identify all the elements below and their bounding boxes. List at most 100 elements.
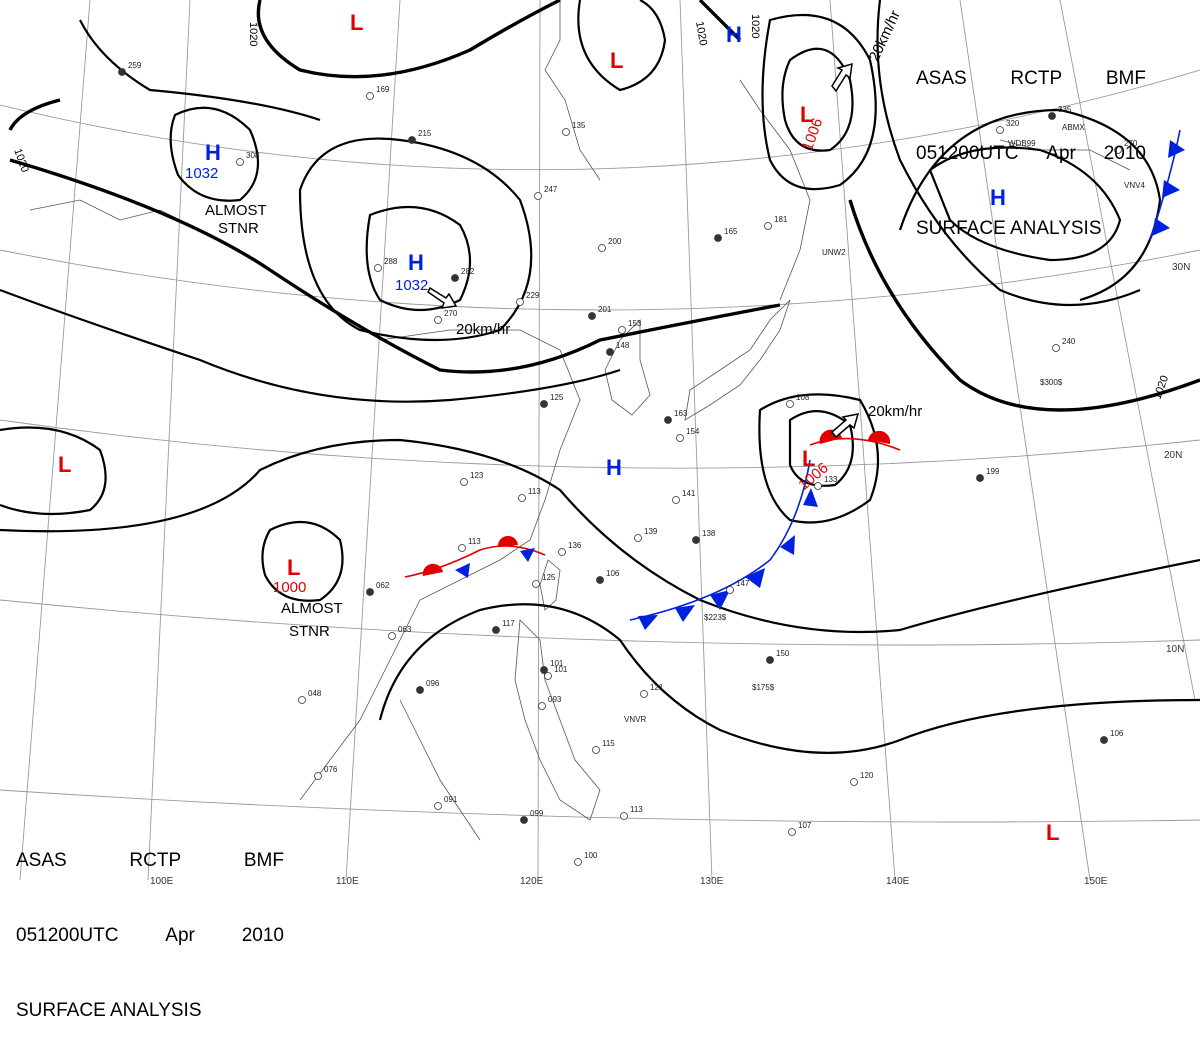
motion-label-front-low: 20km/hr	[868, 403, 922, 420]
station-marker	[786, 400, 794, 408]
lon-label-140e: 140E	[886, 876, 910, 887]
high-center-west-note-line1: ALMOST	[205, 202, 267, 219]
station-marker	[516, 298, 524, 306]
title-region: ASAS	[16, 850, 67, 871]
lat-label-20n: 20N	[1164, 450, 1182, 461]
station-marker	[618, 326, 626, 334]
station-marker	[996, 126, 1004, 134]
station-marker	[366, 92, 374, 100]
isobar-label-1020-north: 1020	[247, 22, 259, 46]
station-code-vnv4: VNV4	[1124, 181, 1145, 190]
low-center-west-letter: L	[58, 452, 71, 477]
isobar-1020-d	[8, 98, 61, 131]
station-pressure-value: 125	[542, 573, 556, 582]
lat-label-30n: 30N	[1172, 262, 1190, 273]
title-type: SURFACE ANALYSIS	[16, 1000, 202, 1021]
station-pressure-value: 107	[798, 821, 812, 830]
coast-inland-west	[29, 199, 201, 231]
isobar-high-center-inner	[365, 205, 472, 312]
title-month: Apr	[1046, 143, 1076, 164]
low-center-top-letter: L	[610, 48, 623, 73]
title-issuer: RCTP	[129, 850, 182, 871]
surface-analysis-map: 110E 120E 130E 140E 150E 100E 30N 20N 10…	[0, 0, 1200, 887]
fronts	[404, 129, 1185, 630]
station-marker	[664, 416, 672, 424]
station-marker	[788, 828, 796, 836]
coast-sakhalin	[739, 79, 811, 301]
station-code-abmx: ABMX	[1062, 123, 1085, 132]
station-pressure-value: 115	[602, 739, 615, 748]
station-marker	[374, 264, 382, 272]
high-center-east-letter: H	[990, 185, 1006, 210]
lon-label-110e: 110E	[336, 876, 359, 887]
station-marker	[314, 772, 322, 780]
station-pressure-value: 240	[1062, 337, 1076, 346]
title-month: Apr	[165, 925, 195, 946]
low-center-front-letter: L	[802, 446, 815, 471]
motion-arrow-front-low	[830, 413, 860, 439]
station-pressure-value: 154	[686, 427, 700, 436]
coast-taiwan	[539, 559, 561, 611]
station-marker	[118, 68, 126, 76]
station-pressure-value: 320	[1006, 119, 1020, 128]
isobar-1020-c	[848, 199, 1200, 412]
station-marker	[850, 778, 858, 786]
station-code-300: $300$	[1040, 378, 1063, 387]
station-marker	[558, 548, 566, 556]
isobar-high-west-inner	[169, 106, 260, 202]
station-marker	[492, 626, 500, 634]
title-product: BMF	[243, 850, 284, 871]
station-pressure-value: 153	[628, 319, 642, 328]
station-pressure-value: 101	[554, 665, 568, 674]
high-center-middle-letter: H	[408, 250, 424, 275]
isobar-1020-a	[9, 158, 781, 374]
station-marker	[766, 656, 774, 664]
station-marker	[676, 434, 684, 442]
low-center-southeast-letter: L	[1046, 820, 1059, 845]
isobar-mid-1	[0, 288, 621, 403]
warm-front-west-semicircle-2	[497, 535, 518, 547]
station-pressure-value: 076	[324, 765, 338, 774]
station-pressure-value: 247	[544, 185, 558, 194]
station-marker	[434, 802, 442, 810]
title-issuer: RCTP	[1010, 68, 1063, 89]
station-pressure-value: 106	[606, 569, 620, 578]
station-pressure-value: 113	[528, 487, 541, 496]
station-marker	[416, 686, 424, 694]
meridian-150e	[959, 0, 1091, 881]
station-pressure-value: 282	[461, 267, 475, 276]
title-year: 2010	[1103, 143, 1146, 164]
isobar-label-1020-east: 1020	[1152, 374, 1172, 401]
title-block-bottom-left: ASAS RCTP BMF 051200UTC Apr 2010 SURFACE…	[16, 798, 284, 1048]
station-marker	[434, 316, 442, 324]
station-pressure-value: 163	[674, 409, 688, 418]
station-pressure-value: 199	[986, 467, 1000, 476]
station-pressure-value: 135	[572, 121, 586, 130]
station-pressure-value: 062	[376, 581, 390, 590]
cold-front-east-triangle-1	[803, 488, 818, 507]
station-marker	[388, 632, 396, 640]
cold-front-east-triangle-6	[638, 615, 658, 630]
station-pressure-value: 335	[1058, 105, 1072, 114]
motion-arrows	[427, 62, 860, 439]
station-marker	[672, 496, 680, 504]
station-pressure-value: 259	[128, 61, 142, 70]
warm-front-west-semicircle-1	[422, 563, 443, 576]
station-marker	[714, 234, 722, 242]
cold-front-east-triangle-2	[780, 535, 795, 555]
station-pressure-value: 141	[682, 489, 696, 498]
warm-front-east-semicircle-2	[868, 430, 891, 444]
isobar-label-1020-top: 1020	[693, 20, 709, 46]
station-pressure-value: 120	[860, 771, 874, 780]
lat-label-10n: 10N	[1166, 644, 1184, 655]
station-pressure-value: 147	[736, 579, 750, 588]
station-pressure-value: 101	[550, 659, 564, 668]
parallel-40n	[0, 69, 1200, 171]
station-marker	[458, 544, 466, 552]
low-center-sw-letter: L	[287, 555, 300, 580]
motion-labels: 20km/hr 20km/hr 20km/hr	[456, 8, 922, 420]
station-marker	[764, 222, 772, 230]
station-pressure-value: 215	[418, 129, 432, 138]
isobar-east-high-2	[928, 146, 1122, 262]
isobar-south-2	[378, 603, 1200, 754]
